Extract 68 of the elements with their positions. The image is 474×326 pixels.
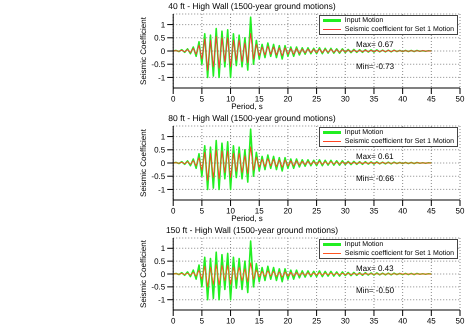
y-tick-label: -1 [158, 185, 166, 194]
x-tick-label: 25 [312, 316, 322, 326]
x-tick-label: 40 [398, 94, 408, 104]
x-tick-label: 50 [456, 94, 465, 104]
y-axis-title: Seismic Coefficient [139, 239, 148, 308]
x-tick-label: 20 [283, 316, 293, 326]
x-tick-label: 30 [340, 94, 350, 104]
x-tick-label: 15 [254, 316, 264, 326]
x-tick-label: 50 [456, 206, 465, 216]
x-tick-label: 35 [370, 206, 379, 216]
y-axis-title: Seismic Coefficient [139, 128, 148, 197]
line-series [173, 262, 432, 288]
y-tick-label: 1 [160, 244, 166, 254]
x-tick-label: 20 [283, 94, 293, 104]
x-tick-label: 20 [283, 206, 293, 216]
x-tick-label: 45 [426, 94, 436, 104]
x-tick-label: 10 [226, 94, 236, 104]
x-axis-title: Period, s [230, 214, 264, 223]
annotation: Min= -0.73 [356, 62, 394, 71]
y-tick-label: 0.5 [154, 256, 166, 266]
line-series [173, 240, 432, 301]
line-series [173, 128, 432, 190]
x-tick-label: 25 [312, 206, 322, 216]
x-tick-label: 45 [426, 316, 436, 326]
x-tick-label: 40 [398, 316, 408, 326]
y-tick-label: -0.5 [151, 60, 166, 70]
x-tick-label: 15 [254, 94, 264, 104]
x-tick-label: 10 [226, 206, 236, 216]
x-tick-label: 5 [200, 316, 205, 326]
x-tick-label: 25 [312, 94, 322, 104]
x-tick-label: 5 [200, 94, 205, 104]
y-tick-label: 0.5 [154, 146, 166, 155]
annotation: Max= 0.43 [356, 264, 394, 273]
chart-title: 80 ft - High Wall (1500-year ground motions) [167, 112, 337, 124]
x-tick-label: 45 [426, 206, 436, 216]
y-tick-label: 0 [160, 270, 166, 279]
x-tick-label: 30 [340, 316, 350, 326]
y-tick-label: 0 [160, 158, 166, 168]
x-tick-label: 10 [226, 316, 236, 326]
x-tick-label: 35 [370, 94, 379, 104]
y-tick-label: -1 [158, 73, 166, 82]
x-tick-label: 0 [170, 316, 176, 326]
x-axis-title: Period, s [230, 102, 264, 111]
chart-title: 40 ft - High Wall (1500-year ground motions) [167, 0, 337, 12]
y-tick-label: 1 [160, 20, 166, 30]
line-series [173, 16, 432, 78]
y-tick-label: -0.5 [151, 282, 166, 292]
line-series [173, 32, 432, 71]
x-tick-label: 0 [170, 94, 176, 104]
y-tick-label: 0 [160, 46, 166, 56]
annotation: Max= 0.67 [356, 40, 394, 49]
x-tick-label: 0 [170, 206, 176, 216]
x-tick-label: 30 [340, 206, 350, 216]
x-tick-label: 40 [398, 206, 408, 216]
annotation: Min= -0.66 [356, 174, 394, 183]
y-tick-label: 0.5 [154, 34, 166, 43]
x-tick-label: 35 [370, 316, 379, 326]
x-tick-label: 50 [456, 316, 465, 326]
y-tick-label: 1 [160, 132, 166, 142]
x-tick-label: 5 [200, 206, 205, 216]
annotation: Min= -0.50 [356, 286, 394, 295]
chart-title: 150 ft - High Wall (1500-year ground motions) [164, 224, 340, 236]
y-tick-label: -1 [158, 296, 166, 305]
annotation: Max= 0.61 [356, 152, 394, 161]
x-tick-label: 15 [254, 206, 264, 216]
y-tick-label: -0.5 [151, 172, 166, 182]
line-series [173, 146, 432, 181]
y-axis-title: Seismic Coefficient [139, 16, 148, 85]
